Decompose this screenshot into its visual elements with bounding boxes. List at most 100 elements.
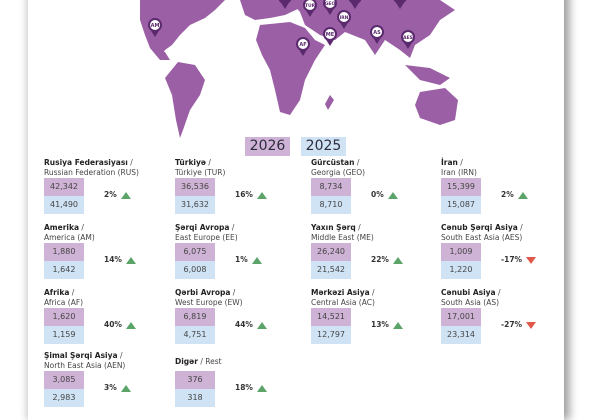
change-percent: 18%: [235, 383, 267, 392]
svg-text:GEO: GEO: [325, 1, 336, 7]
change-percent: 2%: [501, 190, 528, 199]
svg-text:AF: AF: [299, 42, 306, 48]
pin-tur: TUR: [303, 0, 317, 17]
region-name-az: Gürcüstan: [311, 158, 355, 167]
region-title: Amerika /: [44, 223, 84, 232]
value-2025: 15,087: [441, 196, 481, 214]
value-2026: 8,734: [311, 178, 351, 196]
region-card: İran / Iran (IRN) 15,399 15,087 2%: [441, 158, 571, 220]
change-percent: 16%: [235, 190, 267, 199]
region-name-az: Cənubi Asiya: [441, 288, 496, 297]
change-percent: 13%: [371, 320, 403, 329]
value-2026: 1,880: [44, 243, 84, 261]
change-percent: 0%: [371, 190, 398, 199]
svg-text:TUR: TUR: [305, 3, 316, 9]
region-card: Yaxın Şərq / Middle East (ME) 26,240 21,542…: [311, 223, 441, 285]
change-percent: 14%: [104, 255, 136, 264]
value-2026: 3,085: [44, 371, 84, 389]
triangle-up-icon: [392, 256, 403, 264]
change-value: 1%: [235, 255, 248, 264]
value-2026: 42,342: [44, 178, 84, 196]
region-title: Digər / Rest: [175, 357, 305, 366]
change-percent: 44%: [235, 320, 267, 329]
region-title: Türkiyə /: [175, 158, 211, 167]
triangle-up-icon: [387, 191, 398, 199]
change-value: 0%: [371, 190, 384, 199]
map-pins: AM TUR GEO IRN ME AF AS AES: [148, 0, 415, 56]
region-name-en: Georgia (GEO): [311, 168, 366, 177]
region-name-az: İran: [441, 158, 458, 167]
pin-aes: AES: [401, 30, 415, 49]
region-name-en: West Europe (EW): [175, 298, 243, 307]
change-value: -27%: [501, 320, 523, 329]
region-name-az: Şimal Şərqi Asiya: [44, 351, 118, 360]
region-card: Mərkəzi Asiya / Central Asia (AC) 14,521 12…: [311, 288, 441, 350]
region-name-en: South Asia (AS): [441, 298, 500, 307]
value-2025: 31,632: [175, 196, 215, 214]
change-value: 2%: [501, 190, 514, 199]
value-2026: 14,521: [311, 308, 351, 326]
change-percent: 3%: [104, 383, 131, 392]
region-name-az: Mərkəzi Asiya: [311, 288, 370, 297]
value-2026: 36,536: [175, 178, 215, 196]
value-2025: 23,314: [441, 326, 481, 344]
value-2025: 1,220: [441, 261, 481, 279]
triangle-up-icon: [256, 321, 267, 329]
value-2025: 6,008: [175, 261, 215, 279]
pin-geo: GEO: [323, 0, 337, 15]
svg-text:IRN: IRN: [340, 15, 349, 21]
region-card: Gürcüstan / Georgia (GEO) 8,734 8,710 0%: [311, 158, 441, 220]
region-title: Şimal Şərqi Asiya /: [44, 351, 123, 360]
south-america: [165, 62, 205, 138]
value-2026: 15,399: [441, 178, 481, 196]
svg-text:AS: AS: [373, 30, 381, 36]
change-value: 13%: [371, 320, 389, 329]
region-name-az: Qərbi Avropa: [175, 288, 231, 297]
svg-text:AM: AM: [151, 23, 160, 29]
europe: [240, 0, 300, 20]
region-title: Yaxın Şərq /: [311, 223, 361, 232]
value-2025: 12,797: [311, 326, 351, 344]
change-percent: 22%: [371, 255, 403, 264]
value-2025: 1,159: [44, 326, 84, 344]
value-2025: 1,642: [44, 261, 84, 279]
region-name-en: North East Asia (AEN): [44, 361, 126, 370]
value-2026: 17,001: [441, 308, 481, 326]
change-value: 18%: [235, 383, 253, 392]
region-card: Cənubi Asiya / South Asia (AS) 17,001 23,31…: [441, 288, 571, 350]
region-name-en: Central Asia (AC): [311, 298, 375, 307]
region-card: Afrika / Africa (AF) 1,620 1,159 40%: [44, 288, 174, 350]
value-2025: 8,710: [311, 196, 351, 214]
region-name-en: America (AM): [44, 233, 95, 242]
region-name-az: Afrika: [44, 288, 70, 297]
region-title: Cənub Şərqi Asiya /: [441, 223, 523, 232]
region-name-az: Türkiyə: [175, 158, 206, 167]
region-name-en-text: Rest: [205, 357, 222, 366]
change-value: 22%: [371, 255, 389, 264]
region-title: Rusiya Federasiyası /: [44, 158, 133, 167]
region-title: Cənubi Asiya /: [441, 288, 501, 297]
region-title: Qərbi Avropa /: [175, 288, 236, 297]
value-2026: 1,009: [441, 243, 481, 261]
change-percent: 2%: [104, 190, 131, 199]
region-title: Şərqi Avropa /: [175, 223, 235, 232]
region-name-en: East Europe (EE): [175, 233, 238, 242]
change-value: 44%: [235, 320, 253, 329]
region-name-az: Yaxın Şərq: [311, 223, 356, 232]
region-card: Şimal Şərqi Asiya / North East Asia (AEN)…: [44, 351, 174, 413]
change-value: 40%: [104, 320, 122, 329]
north-america: [140, 0, 225, 58]
value-2026: 1,620: [44, 308, 84, 326]
change-percent: -17%: [501, 255, 537, 264]
central-america: [150, 48, 170, 60]
change-value: 2%: [104, 190, 117, 199]
value-2026: 26,240: [311, 243, 351, 261]
svg-text:AES: AES: [403, 35, 413, 41]
triangle-down-icon: [526, 321, 537, 329]
value-2025: 41,490: [44, 196, 84, 214]
triangle-up-icon: [125, 321, 136, 329]
year-2025-legend: 2025: [301, 137, 346, 156]
value-2026: 6,819: [175, 308, 215, 326]
pin-me: ME: [323, 27, 337, 46]
region-title: İran /: [441, 158, 463, 167]
